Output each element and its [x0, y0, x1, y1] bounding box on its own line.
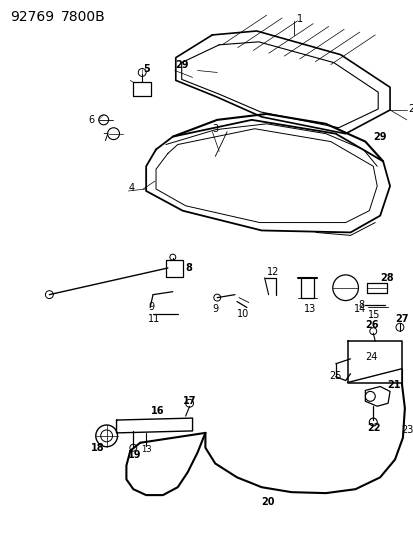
Text: 8: 8: [185, 263, 192, 273]
Text: 9: 9: [212, 304, 218, 314]
Text: 26: 26: [365, 320, 378, 330]
Text: 8: 8: [358, 300, 364, 310]
Text: 24: 24: [365, 352, 377, 362]
Text: 15: 15: [368, 310, 380, 320]
Text: 10: 10: [236, 309, 249, 319]
Text: 13: 13: [141, 445, 152, 454]
Text: 9: 9: [148, 303, 154, 312]
Text: 29: 29: [373, 132, 386, 142]
Text: 21: 21: [386, 379, 400, 390]
Text: 7: 7: [102, 133, 108, 143]
Text: 20: 20: [261, 497, 275, 507]
Text: 28: 28: [379, 273, 393, 283]
Text: 18: 18: [90, 443, 104, 453]
Text: 25: 25: [328, 370, 340, 381]
Text: 2: 2: [407, 104, 413, 114]
Text: 16: 16: [151, 406, 164, 416]
Text: 19: 19: [128, 450, 142, 459]
Text: 22: 22: [366, 423, 380, 433]
Text: 1: 1: [297, 14, 303, 24]
Text: 29: 29: [174, 60, 188, 70]
Text: 14: 14: [353, 304, 365, 314]
Text: 6: 6: [89, 115, 95, 125]
Text: 17: 17: [182, 397, 196, 406]
Text: 11: 11: [148, 314, 160, 325]
Text: 4: 4: [128, 183, 134, 193]
Text: 13: 13: [304, 304, 316, 314]
Text: 27: 27: [394, 314, 408, 325]
Text: 3: 3: [212, 124, 218, 134]
Text: 5: 5: [143, 63, 150, 74]
Text: 23: 23: [400, 425, 412, 435]
Text: 92769: 92769: [10, 10, 54, 24]
Text: 12: 12: [266, 267, 278, 277]
Text: 7800B: 7800B: [61, 10, 106, 24]
